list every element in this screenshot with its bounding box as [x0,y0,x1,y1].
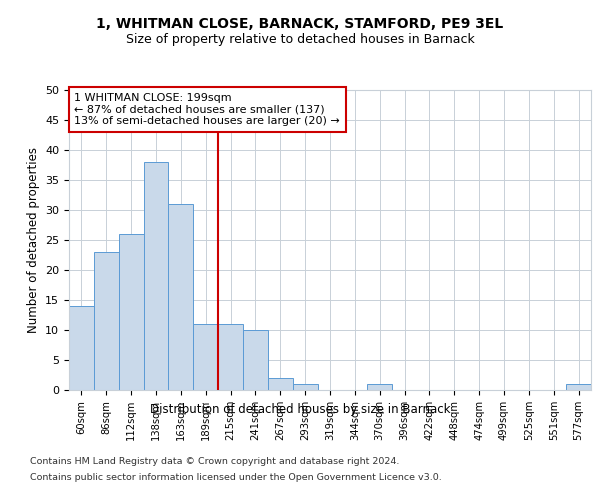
Text: Contains HM Land Registry data © Crown copyright and database right 2024.: Contains HM Land Registry data © Crown c… [30,458,400,466]
Bar [243,330,268,390]
Bar [193,324,218,390]
Bar [169,204,193,390]
Bar [367,384,392,390]
Bar [268,378,293,390]
Text: Size of property relative to detached houses in Barnack: Size of property relative to detached ho… [125,32,475,46]
Bar [119,234,143,390]
Bar [293,384,317,390]
Text: 1 WHITMAN CLOSE: 199sqm
← 87% of detached houses are smaller (137)
13% of semi-d: 1 WHITMAN CLOSE: 199sqm ← 87% of detache… [74,93,340,126]
Text: Contains public sector information licensed under the Open Government Licence v3: Contains public sector information licen… [30,472,442,482]
Bar [143,162,169,390]
Bar [218,324,243,390]
Bar [566,384,591,390]
Bar [69,306,94,390]
Y-axis label: Number of detached properties: Number of detached properties [26,147,40,333]
Bar [94,252,119,390]
Text: Distribution of detached houses by size in Barnack: Distribution of detached houses by size … [150,402,450,415]
Text: 1, WHITMAN CLOSE, BARNACK, STAMFORD, PE9 3EL: 1, WHITMAN CLOSE, BARNACK, STAMFORD, PE9… [97,18,503,32]
